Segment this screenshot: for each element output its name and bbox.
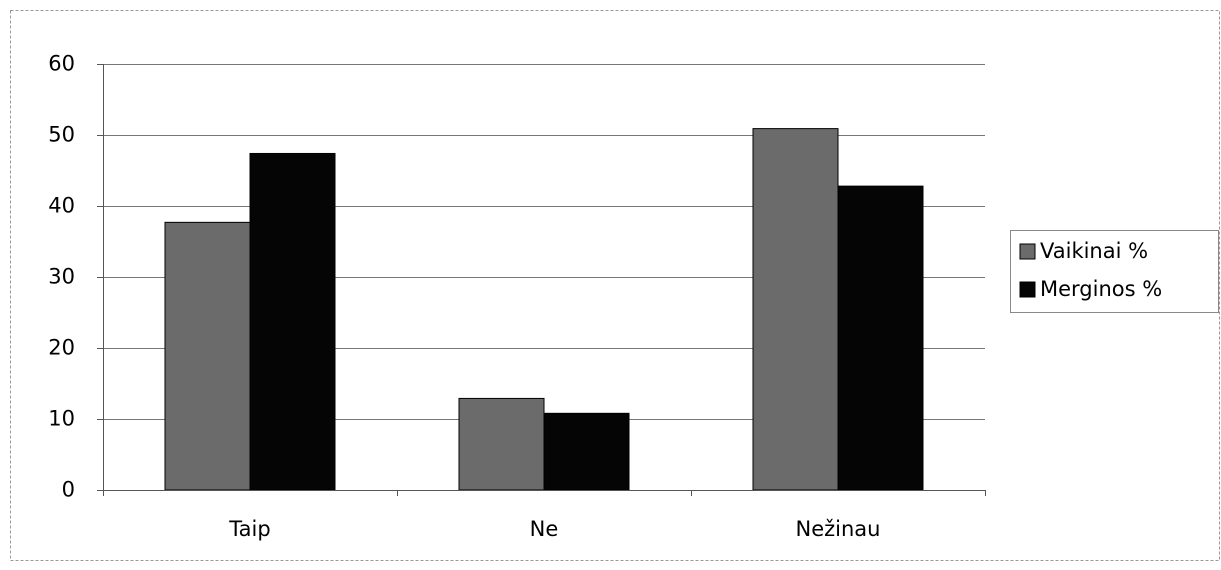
x-tick-label: Nežinau [796, 517, 881, 541]
y-tick-label: 0 [62, 478, 75, 502]
y-tick-label: 10 [48, 407, 75, 431]
y-tick-label: 30 [48, 265, 75, 289]
y-tick-label: 60 [48, 52, 75, 76]
bar [249, 152, 336, 491]
bar [837, 185, 924, 491]
y-tick-label: 50 [48, 123, 75, 147]
bar [543, 412, 630, 491]
y-tick-label: 20 [48, 336, 75, 360]
bar [164, 221, 251, 491]
x-tick-label: Taip [228, 517, 270, 541]
y-tick-label: 40 [48, 194, 75, 218]
bar [752, 128, 839, 491]
bar [458, 397, 545, 491]
x-tick-label: Ne [530, 517, 559, 541]
legend-label: Merginos % [1040, 277, 1162, 301]
legend-box [1010, 230, 1219, 313]
legend-swatch [1019, 281, 1036, 298]
legend-label: Vaikinai % [1040, 239, 1148, 263]
legend-swatch [1019, 243, 1036, 260]
chart-frame [10, 10, 1220, 561]
